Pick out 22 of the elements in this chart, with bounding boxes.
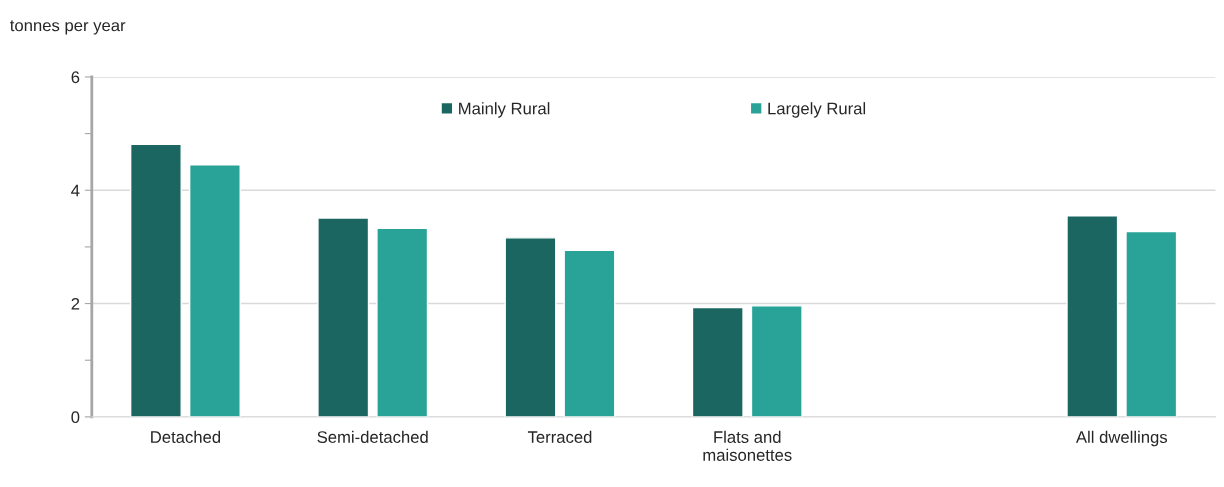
bar [504,237,557,417]
y-tick-label: 2 [71,297,80,310]
y-tick-label: 6 [71,71,80,84]
bar [317,217,370,417]
x-tick-label: All dwellings [1075,430,1168,447]
bar [129,143,182,417]
y-axis-title: tonnes per year [10,20,126,35]
bar [188,164,241,417]
bar [691,306,744,417]
y-tick-label: 0 [71,411,80,424]
bar [1066,215,1119,417]
bar [1125,230,1178,417]
bar [563,249,616,417]
bar [750,305,803,417]
legend-label: Largely Rural [768,102,866,118]
bar [376,227,429,417]
x-tick-label: Flats and maisonettes [703,430,792,461]
x-tick-label: Semi-detached [317,430,428,443]
legend-label: Mainly Rural [459,102,550,118]
y-tick-label: 4 [71,184,80,197]
x-tick-label: Terraced [527,430,592,443]
x-tick-label: Detached [151,430,221,443]
